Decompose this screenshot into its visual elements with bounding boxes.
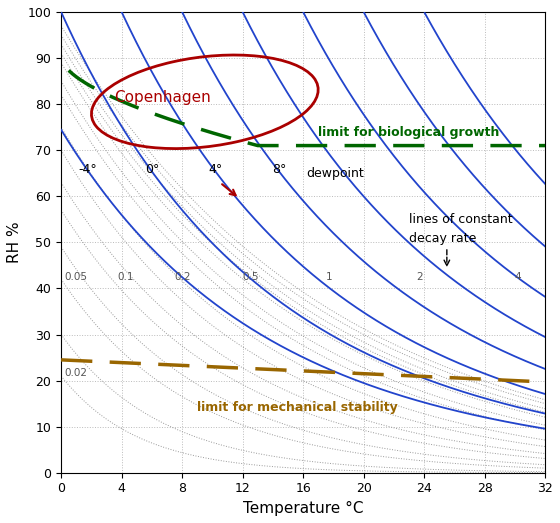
Text: 4: 4 <box>515 271 521 281</box>
Text: 0°: 0° <box>144 163 159 176</box>
Text: 0.05: 0.05 <box>64 271 87 281</box>
Text: 0.1: 0.1 <box>117 271 134 281</box>
Text: -4°: -4° <box>79 163 97 176</box>
Text: lines of constant: lines of constant <box>409 213 512 226</box>
Text: limit for biological growth: limit for biological growth <box>318 126 500 139</box>
Text: 1: 1 <box>326 271 333 281</box>
Y-axis label: RH %: RH % <box>7 222 22 263</box>
Text: limit for mechanical stability: limit for mechanical stability <box>197 401 398 414</box>
Text: Copenhagen: Copenhagen <box>114 90 211 105</box>
Text: 2: 2 <box>417 271 423 281</box>
Text: 0.02: 0.02 <box>64 368 87 378</box>
Text: 4°: 4° <box>209 163 223 176</box>
Text: 8°: 8° <box>272 163 287 176</box>
Text: decay rate: decay rate <box>409 232 477 245</box>
Text: dewpoint: dewpoint <box>306 167 364 180</box>
Text: 0.5: 0.5 <box>242 271 259 281</box>
X-axis label: Temperature °C: Temperature °C <box>243 501 363 516</box>
Text: 0.2: 0.2 <box>175 271 191 281</box>
